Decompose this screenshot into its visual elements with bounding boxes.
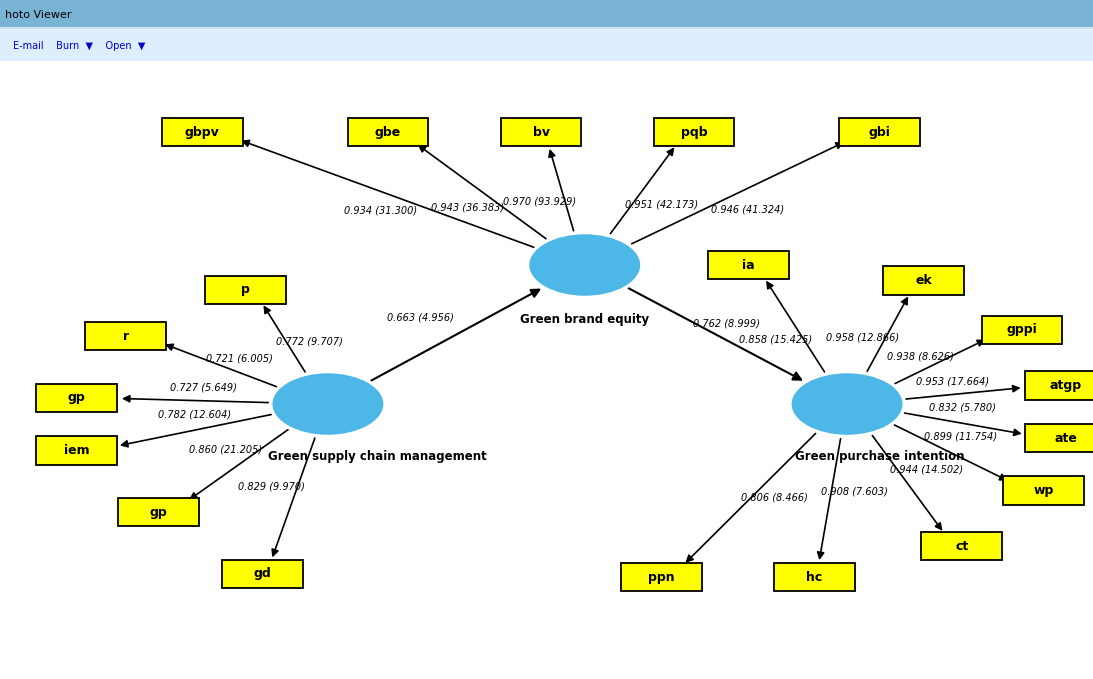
Text: 0.970 (93.929): 0.970 (93.929)	[503, 196, 576, 206]
Text: gbpv: gbpv	[185, 126, 220, 139]
FancyBboxPatch shape	[654, 118, 734, 147]
FancyBboxPatch shape	[222, 559, 303, 588]
Bar	[0, 0, 1093, 27]
Text: 0.663 (4.956): 0.663 (4.956)	[387, 312, 455, 323]
Text: iem: iem	[63, 444, 90, 457]
Text: gp: gp	[150, 506, 167, 519]
FancyBboxPatch shape	[162, 118, 243, 147]
Text: ct: ct	[955, 540, 968, 553]
Text: bv: bv	[532, 126, 550, 139]
Text: 0.899 (11.754): 0.899 (11.754)	[924, 432, 997, 441]
Text: ate: ate	[1055, 432, 1077, 445]
Text: pqb: pqb	[681, 126, 707, 139]
Text: hc: hc	[807, 570, 822, 583]
Text: 0.829 (9.970): 0.829 (9.970)	[238, 481, 305, 491]
FancyBboxPatch shape	[708, 251, 789, 279]
FancyBboxPatch shape	[118, 498, 199, 526]
Text: ek: ek	[915, 274, 932, 287]
FancyBboxPatch shape	[36, 384, 117, 412]
FancyBboxPatch shape	[839, 118, 920, 147]
Text: 0.772 (9.707): 0.772 (9.707)	[275, 337, 342, 347]
Text: Green purchase intention: Green purchase intention	[795, 449, 965, 463]
Text: E-mail    Burn  ▼    Open  ▼: E-mail Burn ▼ Open ▼	[13, 41, 145, 51]
Text: 0.958 (12.866): 0.958 (12.866)	[826, 333, 900, 343]
Text: 0.953 (17.664): 0.953 (17.664)	[916, 376, 989, 386]
Text: Green supply chain management: Green supply chain management	[268, 449, 486, 463]
Text: 0.832 (5.780): 0.832 (5.780)	[929, 403, 996, 413]
Text: gppi: gppi	[1007, 323, 1037, 336]
Text: hoto Viewer: hoto Viewer	[5, 10, 72, 20]
Text: ppn: ppn	[648, 570, 674, 583]
Text: 0.934 (31.300): 0.934 (31.300)	[344, 205, 418, 215]
Text: ia: ia	[742, 259, 755, 272]
Text: 0.951 (42.173): 0.951 (42.173)	[624, 200, 697, 209]
Circle shape	[271, 372, 385, 436]
FancyBboxPatch shape	[921, 532, 1002, 560]
FancyBboxPatch shape	[205, 276, 286, 304]
Text: 0.858 (15.425): 0.858 (15.425)	[739, 335, 812, 344]
Text: 0.943 (36.383): 0.943 (36.383)	[432, 202, 505, 213]
FancyBboxPatch shape	[621, 563, 702, 591]
FancyBboxPatch shape	[774, 563, 855, 591]
Text: 0.860 (21.205): 0.860 (21.205)	[189, 444, 261, 454]
Text: Green brand equity: Green brand equity	[520, 312, 649, 326]
FancyBboxPatch shape	[883, 266, 964, 295]
Text: 0.782 (12.604): 0.782 (12.604)	[158, 409, 232, 420]
Text: gp: gp	[68, 391, 85, 405]
FancyBboxPatch shape	[501, 118, 581, 147]
Circle shape	[528, 233, 642, 297]
FancyBboxPatch shape	[36, 436, 117, 464]
Text: 0.938 (8.626): 0.938 (8.626)	[886, 351, 953, 361]
Text: 0.944 (14.502): 0.944 (14.502)	[890, 464, 963, 475]
Text: atgp: atgp	[1049, 379, 1082, 392]
Text: 0.806 (8.466): 0.806 (8.466)	[741, 492, 808, 502]
Text: r: r	[122, 329, 129, 343]
Text: 0.727 (5.649): 0.727 (5.649)	[169, 382, 237, 392]
Text: 0.762 (8.999): 0.762 (8.999)	[693, 318, 761, 329]
FancyBboxPatch shape	[348, 118, 428, 147]
Text: gd: gd	[254, 568, 271, 581]
Text: wp: wp	[1034, 484, 1054, 497]
FancyBboxPatch shape	[85, 322, 166, 350]
Text: gbi: gbi	[869, 126, 891, 139]
Text: 0.908 (7.603): 0.908 (7.603)	[821, 487, 888, 497]
FancyBboxPatch shape	[982, 316, 1062, 344]
FancyBboxPatch shape	[1025, 424, 1093, 452]
Text: 0.946 (41.324): 0.946 (41.324)	[710, 204, 784, 215]
FancyBboxPatch shape	[1025, 371, 1093, 400]
Text: gbe: gbe	[375, 126, 401, 139]
Bar	[0, 29, 1093, 61]
Text: p: p	[242, 283, 250, 296]
FancyBboxPatch shape	[1003, 477, 1084, 504]
Text: 0.721 (6.005): 0.721 (6.005)	[205, 353, 272, 363]
Circle shape	[790, 372, 904, 436]
